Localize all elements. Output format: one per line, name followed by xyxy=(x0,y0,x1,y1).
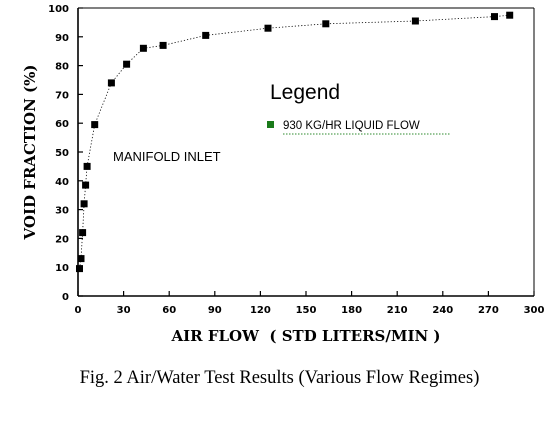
x-tick-label: 120 xyxy=(250,305,271,316)
legend: Legend 930 KG/HR LIQUID FLOW xyxy=(267,81,450,135)
data-point xyxy=(159,41,167,49)
annotation-manifold-inlet: MANIFOLD INLET xyxy=(113,149,221,164)
y-tick-label: 100 xyxy=(48,4,69,15)
legend-marker xyxy=(267,121,274,128)
data-point xyxy=(123,60,131,68)
y-tick-label: 20 xyxy=(55,234,69,245)
data-point xyxy=(80,200,88,208)
x-tick-label: 0 xyxy=(75,305,82,316)
data-point xyxy=(411,17,419,25)
x-tick-label: 90 xyxy=(208,305,222,316)
x-tick-label: 60 xyxy=(162,305,176,316)
data-point xyxy=(202,31,210,39)
data-point xyxy=(79,229,87,237)
y-tick-label: 0 xyxy=(62,292,69,303)
x-tick-label: 30 xyxy=(117,305,131,316)
figure-caption: Fig. 2 Air/Water Test Results (Various F… xyxy=(79,368,480,388)
trend-polyline xyxy=(79,14,510,269)
x-tick-label: 270 xyxy=(478,305,499,316)
data-point xyxy=(83,162,91,170)
y-tick-label: 90 xyxy=(55,33,69,44)
x-tick-label: 300 xyxy=(524,305,545,316)
y-tick-label: 50 xyxy=(55,148,69,159)
y-tick-label: 70 xyxy=(55,90,69,101)
x-axis-ticks: 0 30 60 90 120 150 180 210 240 270 300 xyxy=(75,291,545,316)
data-point xyxy=(107,79,115,87)
x-axis-title: AIR FLOW ( STD LITERS/MIN ) xyxy=(170,327,440,345)
x-tick-label: 150 xyxy=(296,305,317,316)
data-point xyxy=(491,13,498,21)
y-tick-label: 30 xyxy=(55,206,69,217)
data-point xyxy=(322,20,330,28)
data-point xyxy=(506,11,514,19)
legend-title: Legend xyxy=(270,81,340,104)
data-point xyxy=(264,24,272,32)
y-tick-label: 40 xyxy=(55,177,69,188)
data-point xyxy=(139,44,147,52)
y-axis-title: VOID FRACTION (%) xyxy=(21,64,39,240)
legend-entry-label: 930 KG/HR LIQUID FLOW xyxy=(283,120,420,132)
x-tick-label: 210 xyxy=(387,305,408,316)
data-point xyxy=(91,121,99,129)
void-fraction-chart: 0 30 60 90 120 150 180 210 240 270 300 0 10 20 30 40 50… xyxy=(21,4,545,345)
data-points xyxy=(76,11,514,273)
y-tick-label: 80 xyxy=(55,62,69,73)
trend-line xyxy=(79,14,510,269)
x-tick-label: 240 xyxy=(432,305,453,316)
data-point xyxy=(76,265,83,273)
y-axis-ticks: 0 10 20 30 40 50 60 70 80 90 100 xyxy=(48,4,83,303)
y-tick-label: 60 xyxy=(55,119,69,130)
y-tick-label: 10 xyxy=(55,263,69,274)
data-point xyxy=(82,181,90,189)
data-point xyxy=(77,255,85,263)
x-tick-label: 180 xyxy=(341,305,362,316)
